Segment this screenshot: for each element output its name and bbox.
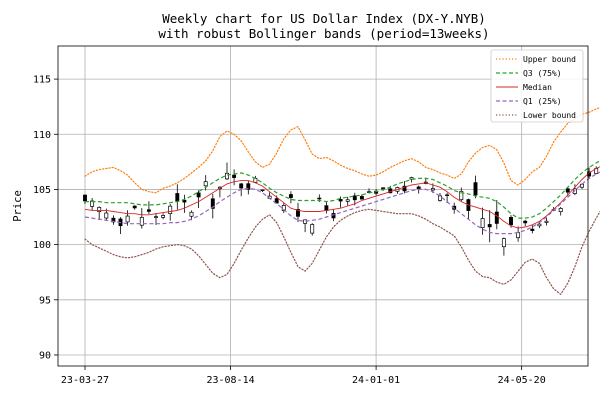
candle-body <box>509 217 513 226</box>
candle-body <box>494 211 499 224</box>
y-tick-label: 95 <box>39 295 51 306</box>
candle-body <box>232 174 237 178</box>
legend-label: Median <box>523 83 552 92</box>
y-tick-label: 110 <box>33 130 51 141</box>
candle-body <box>225 172 229 180</box>
legend-label: Q3 (75%) <box>523 69 562 78</box>
candle-body <box>104 212 109 219</box>
y-tick-label: 90 <box>39 350 51 361</box>
candle-body <box>203 181 208 187</box>
candle-body <box>139 217 144 226</box>
legend: Upper bound Q3 (75%) Median Q1 (25%) Lower b… <box>490 49 584 123</box>
candle-body <box>288 194 293 198</box>
candle-body <box>558 208 563 213</box>
x-tick-label: 23-08-14 <box>206 375 254 386</box>
candle-body <box>516 232 521 239</box>
chart-title-line-2: with robust Bollinger bands (period=13we… <box>158 26 489 41</box>
candle-body <box>246 183 251 190</box>
y-tick-label: 115 <box>33 75 51 86</box>
candle-body <box>196 192 201 198</box>
candle-body <box>175 193 180 202</box>
series-lines <box>84 107 600 296</box>
candle-body <box>83 194 87 202</box>
series-line-q1-25 <box>84 171 600 235</box>
candle-body <box>239 183 244 189</box>
series-line-lower-bound <box>84 208 600 296</box>
series-line-median <box>84 166 600 229</box>
legend-label: Lower bound <box>523 111 576 120</box>
candle-body <box>530 228 535 231</box>
candle-body <box>416 186 421 190</box>
candle-body <box>487 224 492 228</box>
legend-items: Upper bound Q3 (75%) Median Q1 (25%) Lower b… <box>496 55 576 120</box>
series-line-q3-75 <box>85 159 600 219</box>
chart-title-line-1: Weekly chart for US Dollar Index (DX-Y.N… <box>162 11 486 26</box>
x-tick-label: 24-05-20 <box>498 375 546 386</box>
candle-body <box>161 215 166 218</box>
candle-body <box>182 199 187 203</box>
legend-box <box>490 49 584 123</box>
candle-body <box>438 195 442 201</box>
legend-label: Upper bound <box>523 55 576 64</box>
candle-body <box>580 183 584 188</box>
candle-body <box>310 224 315 234</box>
candle-body <box>473 182 478 196</box>
candle-body <box>480 218 485 229</box>
series-line-upper-bound <box>84 107 600 194</box>
x-tick-label: 24-01-01 <box>352 375 400 386</box>
x-axis-ticks: 23-03-2723-08-1424-01-0124-05-2024-10-07… <box>61 366 546 386</box>
candle-body <box>146 209 151 212</box>
grid <box>58 46 588 366</box>
candle-body <box>402 185 407 192</box>
candle-body <box>189 211 194 217</box>
y-axis-label: Price <box>12 190 24 222</box>
candle-body <box>281 205 286 212</box>
candle-body <box>317 197 322 200</box>
y-axis-ticks: 90 95 100 105 110 115 <box>33 75 58 361</box>
candle-body <box>125 215 130 223</box>
plot-frame <box>57 45 589 367</box>
candle-body <box>338 199 343 202</box>
candle-body <box>132 205 137 209</box>
candle-body <box>168 205 173 214</box>
candle-body <box>537 223 542 227</box>
y-tick-label: 100 <box>33 240 51 251</box>
candle-body <box>210 198 215 209</box>
candle-body <box>154 216 158 218</box>
y-tick-label: 105 <box>33 185 51 196</box>
x-tick-label: 23-03-27 <box>61 375 109 386</box>
candle-body <box>459 190 464 201</box>
candle-body <box>523 220 528 224</box>
candle-body <box>97 207 102 213</box>
candle-body <box>430 188 435 191</box>
candle-body <box>359 196 364 200</box>
candle-body <box>260 189 265 192</box>
candle-body <box>296 209 300 217</box>
candle-body <box>544 220 549 223</box>
legend-label: Q1 (25%) <box>523 97 562 106</box>
candle-body <box>565 188 570 193</box>
candle-body <box>501 238 506 248</box>
candle-body <box>345 199 350 202</box>
candle-body <box>445 194 450 197</box>
candle-body <box>352 195 357 201</box>
